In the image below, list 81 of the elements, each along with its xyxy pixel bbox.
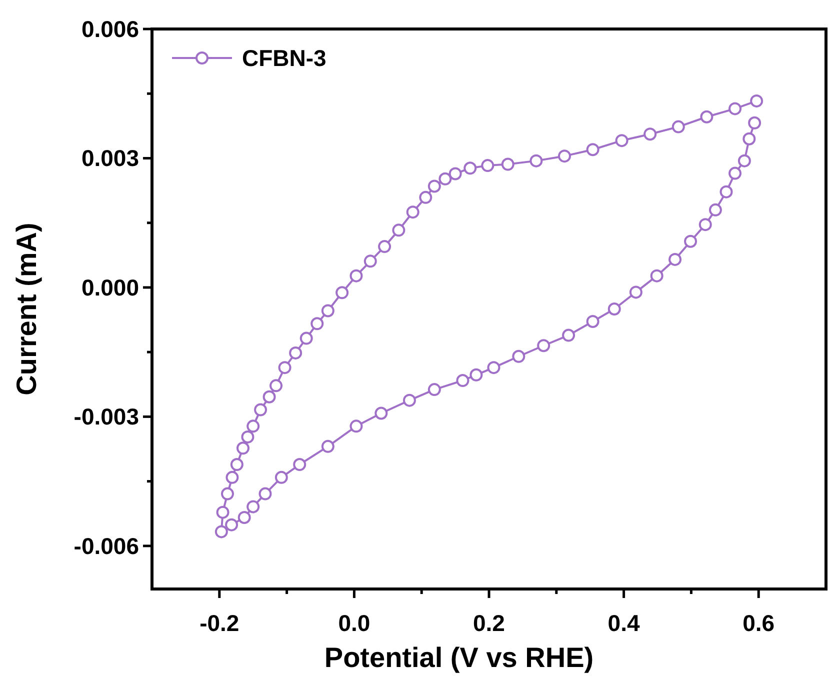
y-tick-label: 0.003: [81, 145, 139, 172]
point: [742, 132, 756, 146]
point: [419, 190, 432, 204]
point: [684, 234, 698, 248]
point: [438, 172, 452, 186]
point: [321, 440, 334, 453]
point: [241, 430, 254, 444]
point: [537, 339, 550, 352]
point: [364, 254, 377, 268]
point: [406, 206, 420, 219]
point: [481, 159, 494, 172]
point: [278, 361, 292, 374]
point: [216, 506, 230, 519]
legend-label: CFBN-3: [242, 45, 326, 71]
point: [608, 302, 621, 316]
point: [501, 158, 514, 171]
y-tick-label: 0.000: [81, 274, 139, 300]
point: [750, 94, 764, 108]
point: [530, 154, 543, 168]
point: [698, 218, 712, 232]
point: [720, 185, 733, 198]
point: [350, 420, 363, 433]
y-tick-label: -0.006: [74, 532, 139, 559]
point: [708, 203, 722, 216]
point: [428, 383, 441, 396]
point: [226, 470, 239, 484]
point: [728, 166, 742, 180]
point: [672, 120, 685, 134]
point: [225, 518, 238, 532]
point: [300, 332, 313, 345]
point: [586, 143, 600, 156]
point: [668, 252, 682, 266]
x-tick-label: 0.2: [473, 610, 505, 636]
point: [650, 269, 664, 282]
point: [558, 150, 571, 163]
y-axis-title: Current (mA): [11, 222, 42, 396]
point: [230, 458, 244, 472]
x-tick-label: 0.4: [608, 610, 640, 636]
point: [402, 394, 416, 407]
point: [336, 286, 349, 300]
x-tick-label: -0.2: [200, 610, 240, 636]
point: [378, 240, 392, 254]
point: [562, 328, 576, 342]
point: [374, 406, 388, 420]
point: [214, 525, 228, 538]
point: [274, 470, 288, 484]
point: [238, 510, 251, 524]
point: [487, 361, 500, 374]
point: [448, 167, 462, 180]
point: [262, 390, 276, 404]
point: [728, 102, 742, 116]
point: [321, 304, 334, 318]
point: [254, 403, 268, 416]
point: [220, 487, 234, 500]
point: [456, 374, 470, 388]
point: [310, 317, 324, 330]
point: [629, 286, 642, 299]
y-tick-label: 0.006: [81, 16, 139, 42]
point: [258, 487, 272, 500]
x-axis-title: Potential (V vs RHE): [324, 642, 594, 673]
point: [700, 110, 714, 124]
point: [236, 442, 250, 455]
point: [644, 128, 657, 141]
point: [586, 314, 600, 328]
point: [350, 269, 363, 282]
point: [246, 500, 260, 514]
point: [615, 134, 628, 148]
point: [428, 180, 441, 193]
y-tick-label: -0.003: [74, 404, 139, 430]
point: [738, 154, 751, 168]
point: [512, 350, 526, 363]
point: [464, 162, 477, 175]
point: [392, 224, 406, 237]
point: [470, 368, 483, 382]
x-tick-label: 0.0: [338, 610, 370, 636]
point: [246, 420, 260, 433]
point: [289, 346, 302, 360]
x-tick-label: 0.6: [742, 610, 775, 636]
point: [270, 379, 283, 392]
point: [748, 116, 762, 130]
point: [293, 458, 306, 472]
